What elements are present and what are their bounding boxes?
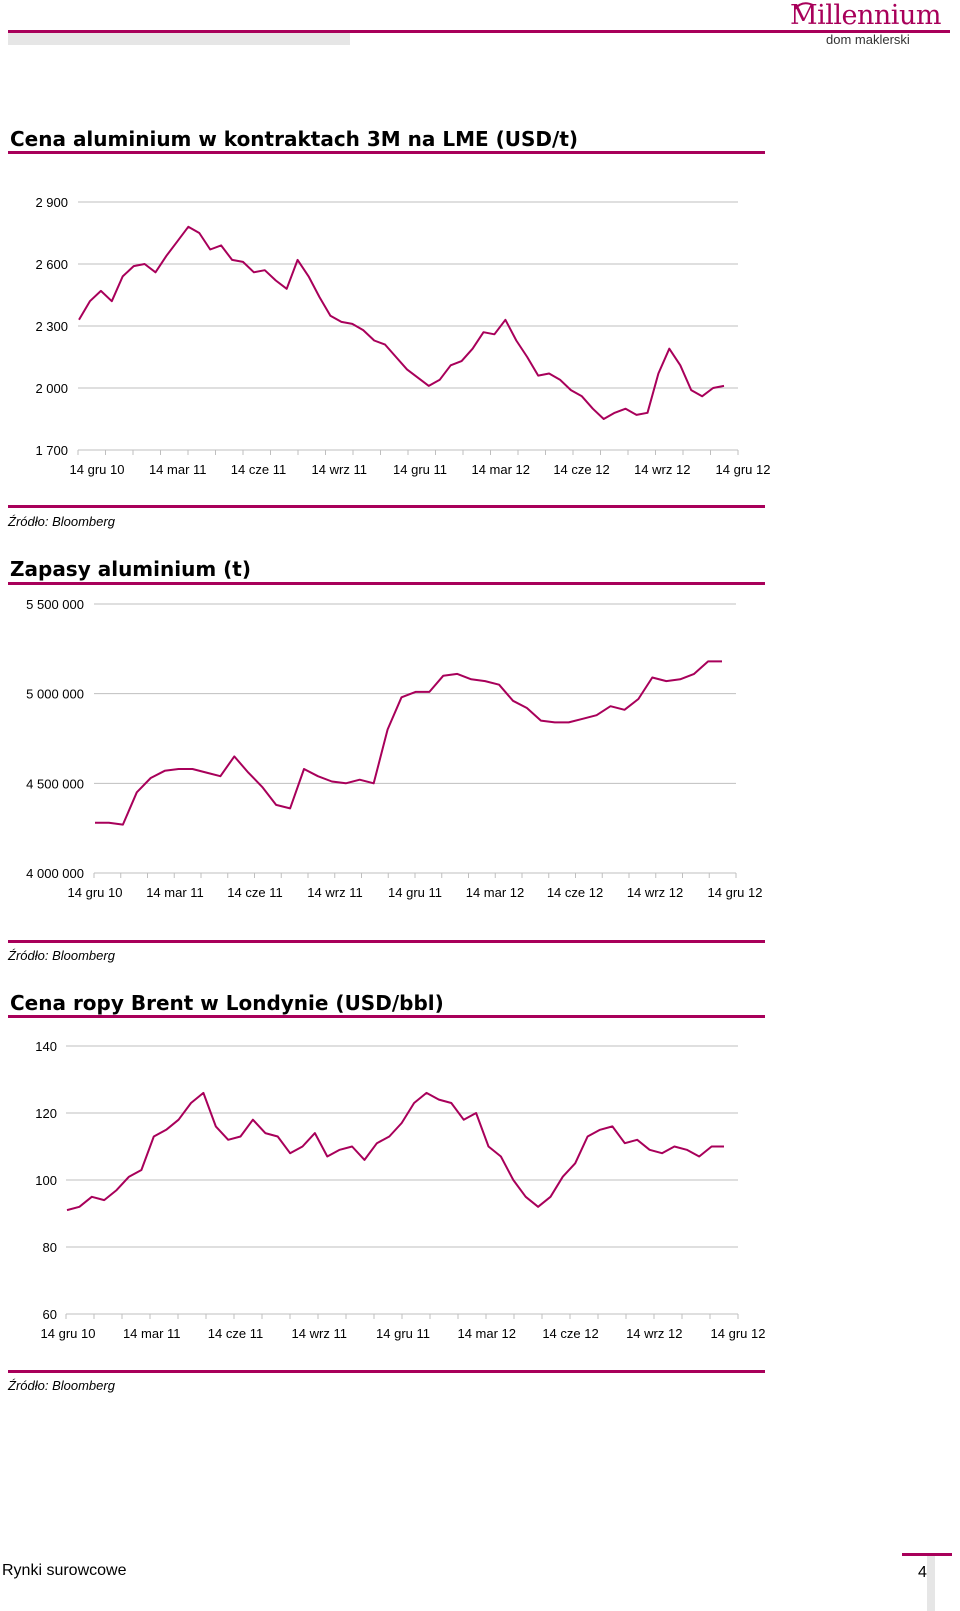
brand-name: Millennium [790, 0, 941, 31]
y-tick-label: 120 [35, 1106, 57, 1121]
x-tick-label: 14 wrz 12 [634, 462, 690, 477]
y-tick-label: 4 500 000 [26, 776, 84, 791]
x-tick-label: 14 cze 11 [208, 1326, 263, 1341]
series-line [66, 1091, 724, 1212]
x-tick-label: 14 gru 11 [376, 1326, 430, 1341]
y-tick-label: 100 [35, 1173, 57, 1188]
page-number: 4 [918, 1564, 927, 1581]
x-tick-label: 14 wrz 11 [307, 885, 362, 900]
x-tick-label: 14 mar 11 [149, 462, 207, 477]
bottom-rule-2 [8, 940, 765, 943]
y-tick-label: 2 600 [35, 257, 68, 272]
brand-logo: Millennium dom maklerski [790, 0, 941, 47]
y-tick-label: 60 [43, 1307, 57, 1322]
chart-brent-price: 60 80 100 120 140 14 gru 10 14 mar 11 14 cze 11… [35, 1039, 766, 1341]
source-note-2: Źródło: Bloomberg [8, 948, 115, 963]
chart-aluminium-stocks: 4 000 000 4 500 000 5 000 000 5 500 000 14 g… [26, 597, 763, 900]
x-tick-label: 14 wrz 12 [626, 1326, 682, 1341]
x-tick-label: 14 gru 11 [393, 462, 447, 477]
series-line [78, 225, 725, 420]
x-tick-label: 14 wrz 11 [292, 1326, 347, 1341]
y-tick-label: 4 000 000 [26, 866, 84, 881]
x-tick-label: 14 mar 12 [471, 462, 530, 477]
header-rule [8, 30, 950, 33]
source-note-3: Źródło: Bloomberg [8, 1378, 115, 1393]
y-tick-label: 5 000 000 [26, 687, 84, 702]
y-tick-label: 1 700 [35, 443, 68, 458]
x-tick-label: 14 gru 12 [708, 885, 763, 900]
y-tick-label: 80 [43, 1240, 57, 1255]
x-tick-label: 14 cze 11 [227, 885, 282, 900]
x-tick-label: 14 cze 11 [231, 462, 286, 477]
x-tick-label: 14 wrz 12 [627, 885, 683, 900]
footer-section: Rynki surowcowe [2, 1562, 127, 1579]
brand-subtitle: dom maklerski [826, 32, 910, 47]
title-rule-2 [8, 582, 765, 585]
header-gray-bar [8, 33, 350, 45]
chart-aluminium-price: 1 700 2 000 2 300 2 600 2 900 14 gru 10 14 mar… [35, 195, 771, 477]
x-tick-label: 14 cze 12 [553, 462, 609, 477]
chart-title-aluminium-stocks: Zapasy aluminium (t) [10, 557, 251, 581]
title-rule-3 [8, 1015, 765, 1018]
y-tick-label: 140 [35, 1039, 57, 1054]
y-tick-label: 2 000 [35, 381, 68, 396]
y-tick-label: 2 900 [35, 195, 68, 210]
title-rule-1 [8, 151, 765, 154]
source-note-1: Źródło: Bloomberg [8, 514, 115, 529]
logo-swoosh-icon [794, 2, 814, 10]
x-tick-label: 14 mar 12 [466, 885, 525, 900]
x-tick-label: 14 gru 10 [70, 462, 125, 477]
bottom-rule-1 [8, 505, 765, 508]
x-tick-label: 14 mar 11 [146, 885, 204, 900]
x-tick-label: 14 gru 10 [41, 1326, 96, 1341]
footer-rule [902, 1553, 952, 1556]
footer-gray-bar [927, 1556, 935, 1611]
x-tick-label: 14 gru 11 [388, 885, 442, 900]
x-tick-label: 14 mar 12 [457, 1326, 516, 1341]
y-tick-label: 5 500 000 [26, 597, 84, 612]
x-tick-label: 14 mar 11 [123, 1326, 181, 1341]
chart-title-aluminium-price: Cena aluminium w kontraktach 3M na LME (… [10, 127, 579, 151]
series-line [95, 660, 722, 826]
x-tick-label: 14 cze 12 [542, 1326, 598, 1341]
y-tick-label: 2 300 [35, 319, 68, 334]
x-tick-label: 14 gru 12 [711, 1326, 766, 1341]
chart-title-brent-price: Cena ropy Brent w Londynie (USD/bbl) [10, 991, 444, 1015]
x-tick-label: 14 gru 10 [68, 885, 123, 900]
x-tick-label: 14 gru 12 [716, 462, 771, 477]
bottom-rule-3 [8, 1370, 765, 1373]
x-tick-label: 14 wrz 11 [312, 462, 367, 477]
x-tick-label: 14 cze 12 [547, 885, 603, 900]
